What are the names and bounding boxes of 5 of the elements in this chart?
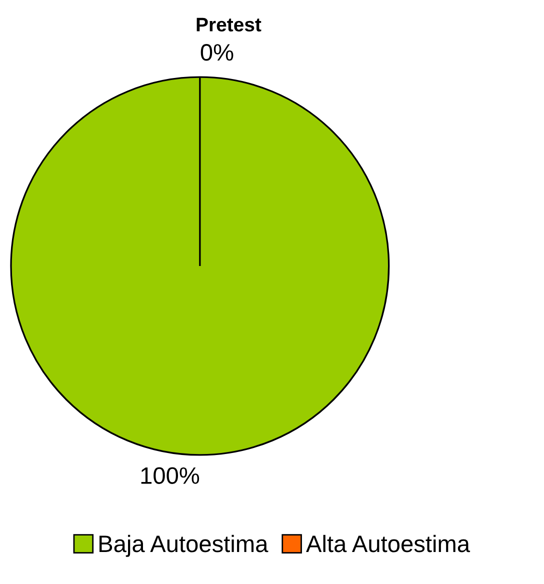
legend-label: Baja Autoestima [100,534,268,557]
chart-title: Pretest [196,18,262,32]
legend-label: Alta Autoestima [306,534,470,552]
text: 0% [200,44,234,61]
data-label: 100% [141,467,200,484]
